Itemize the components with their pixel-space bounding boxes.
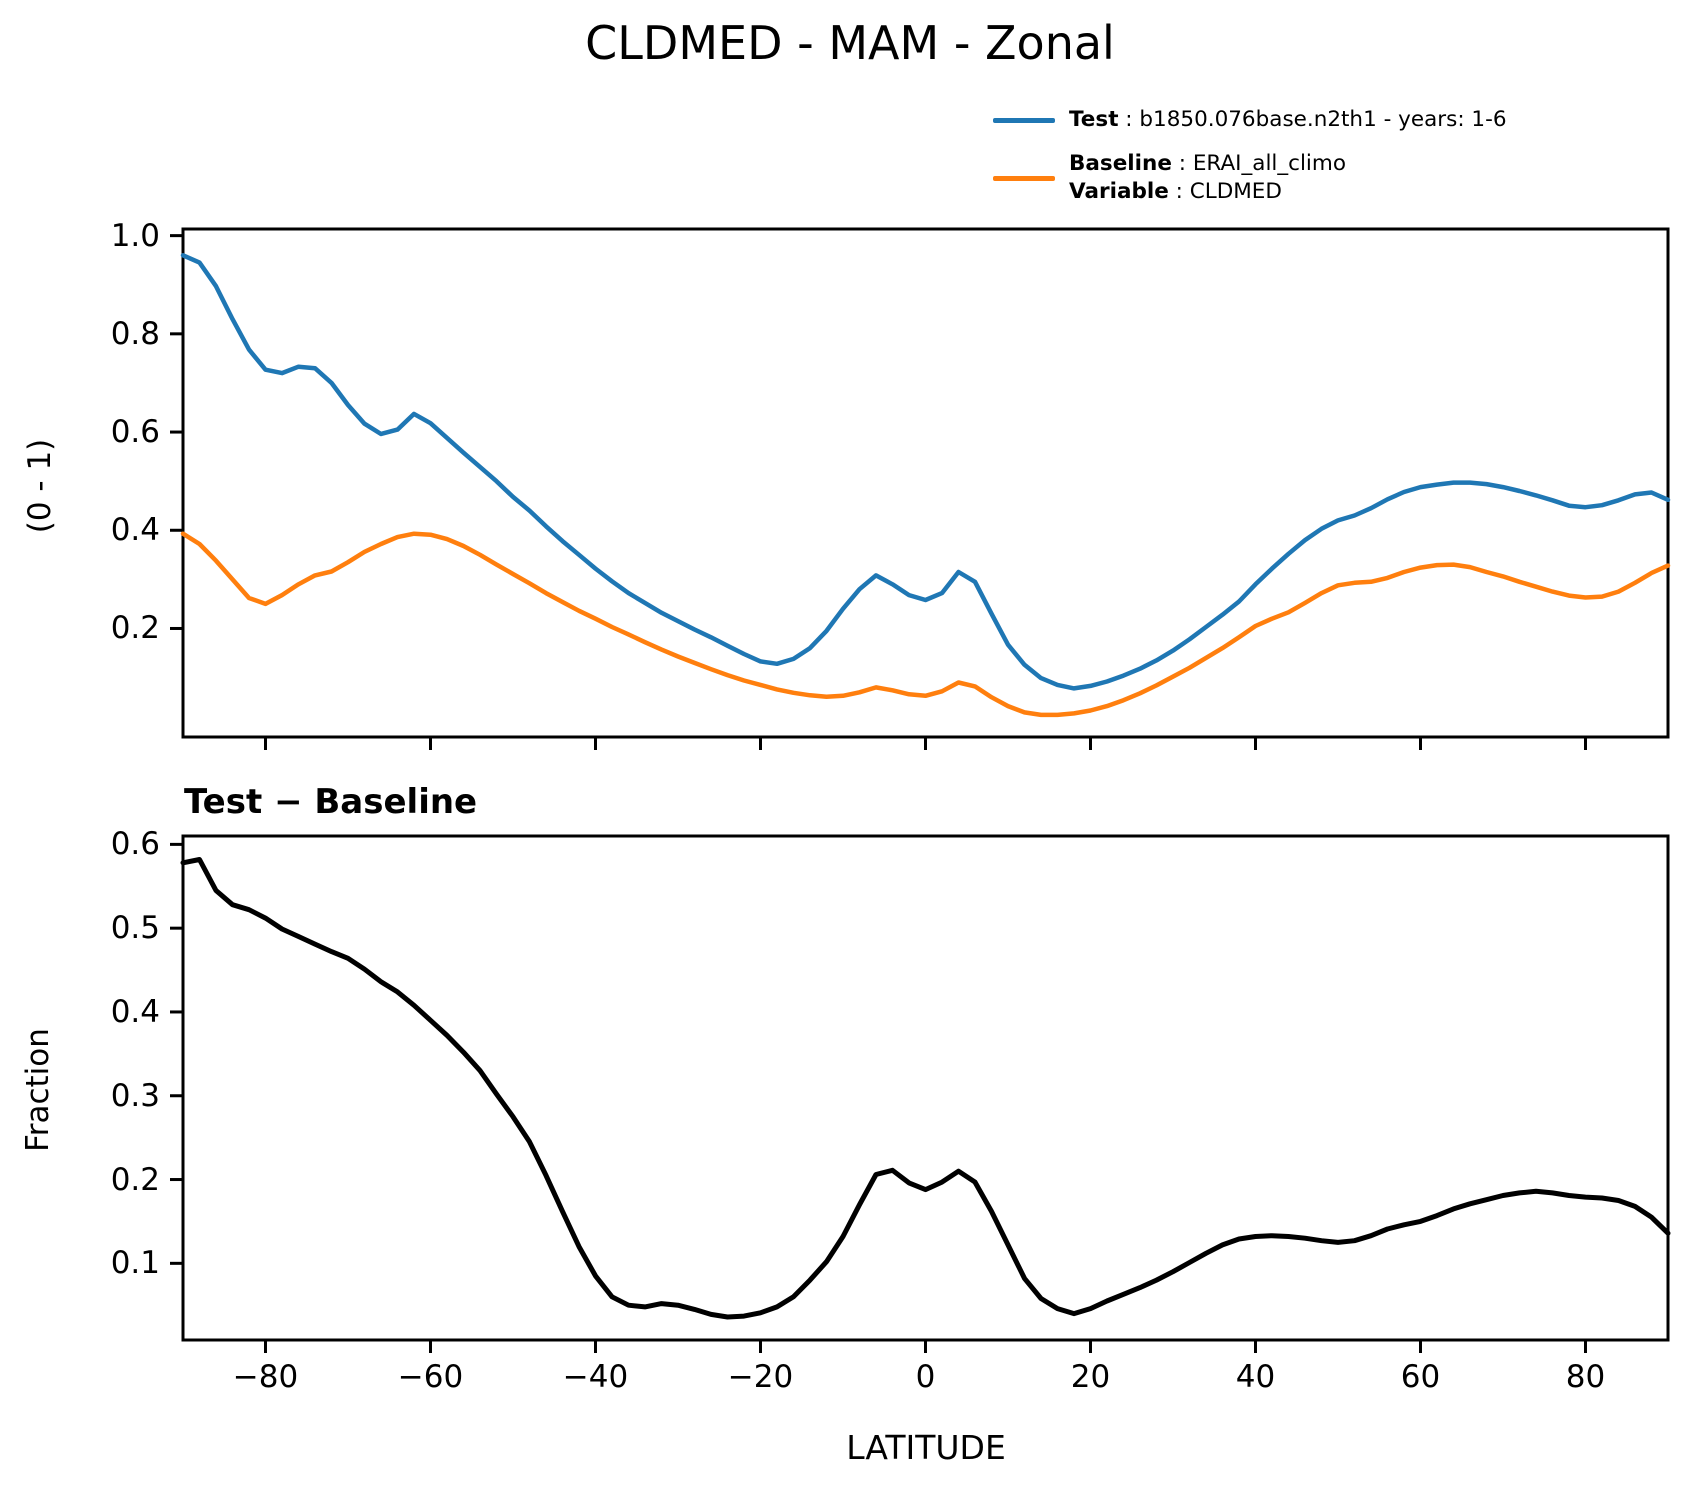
axes-spines [181,834,1670,1342]
x-tick-label: −60 [397,1359,464,1395]
x-tick-label: −20 [727,1359,794,1395]
y-tick-label: 0.6 [110,414,160,451]
legend-variable-row: Variable : CLDMED [1069,178,1346,206]
legend-test-text: Test : b1850.076base.n2th1 - years: 1-6 [1069,106,1507,134]
chart-title: CLDMED - MAM - Zonal [585,16,1115,70]
legend-baseline-value: : ERAI_all_climo [1171,151,1347,176]
y-tick-label: 0.4 [110,512,160,549]
y-tick-label: 0.4 [110,993,160,1030]
y-tick-label: 0.2 [110,610,160,647]
diff-subtitle: Test − Baseline [184,782,478,822]
y-tick-label: 1.0 [110,217,160,254]
top-y-axis-label: (0 - 1) [22,438,58,534]
x-tick-label: 80 [1565,1359,1606,1395]
x-tick-label: −40 [562,1359,629,1395]
y-tick-label: 0.8 [110,315,160,352]
x-axis-label: LATITUDE [846,1428,1006,1467]
legend-item-test: Test : b1850.076base.n2th1 - years: 1-6 [993,106,1507,134]
x-tick-label: 40 [1235,1359,1276,1395]
y-tick-label: 0.5 [110,910,160,947]
x-tick-label: −80 [232,1359,299,1395]
series-line-baseline [180,531,1671,718]
y-tick-label: 0.2 [110,1161,160,1198]
y-tick-label: 0.1 [110,1245,160,1282]
legend-variable-value: : CLDMED [1168,179,1282,204]
bottom-y-axis-label: Fraction [20,1028,56,1152]
x-tick-label: 60 [1400,1359,1441,1395]
baseline-line-swatch [993,176,1055,181]
legend-item-baseline: Baseline : ERAI_all_climo Variable : CLD… [993,150,1346,206]
legend-baseline-text: Baseline : ERAI_all_climo Variable : CLD… [1069,150,1346,206]
legend-variable-label: Variable [1069,179,1169,204]
x-tick-label: 20 [1070,1359,1111,1395]
y-tick-label: 0.3 [110,1077,160,1114]
legend-test-value: : b1850.076base.n2th1 - years: 1-6 [1118,107,1507,132]
test-line-swatch [993,118,1055,123]
series-line-test [180,253,1671,691]
y-tick-label: 0.6 [110,826,160,863]
series-line-test-minus-baseline [180,857,1671,1320]
legend-baseline-row: Baseline : ERAI_all_climo [1069,150,1346,178]
x-tick-label: 0 [915,1359,936,1395]
legend-baseline-label: Baseline [1069,151,1172,176]
legend-test-label: Test [1069,107,1119,132]
